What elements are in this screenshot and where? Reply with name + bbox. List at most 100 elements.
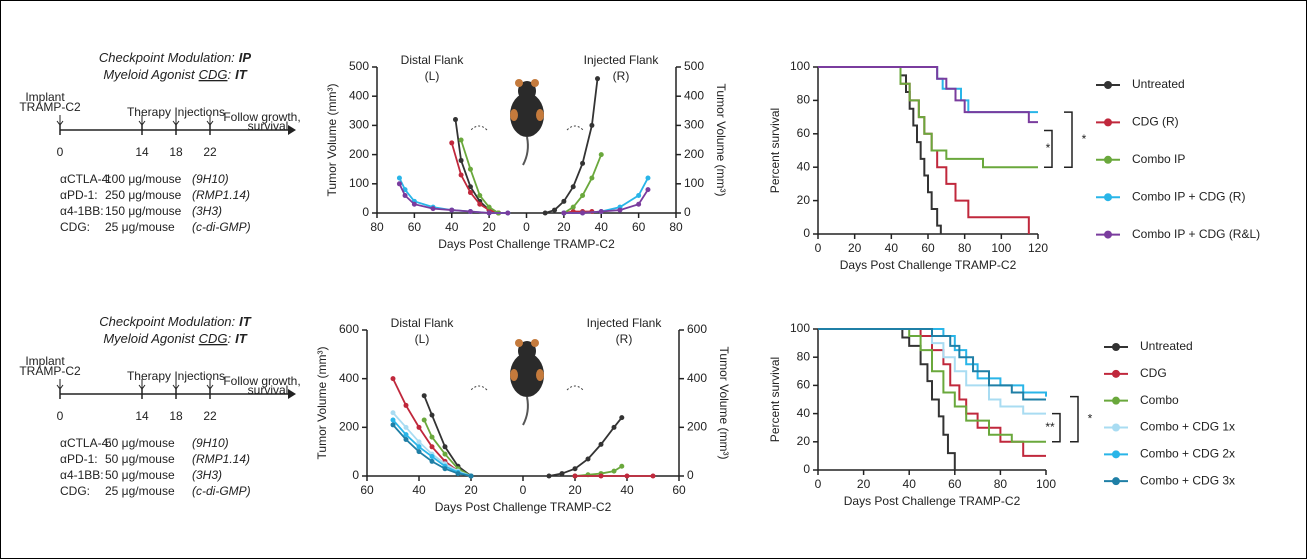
y-tick-label: 100 <box>790 59 810 73</box>
data-point <box>458 137 464 143</box>
injection-arrowhead <box>56 384 64 390</box>
y-axis-label: Percent survival <box>768 108 782 193</box>
y-axis-label: Percent survival <box>768 357 782 442</box>
data-point <box>580 160 586 166</box>
data-point <box>429 444 435 450</box>
agonist-name: CDG <box>199 67 228 82</box>
data-point <box>619 463 625 469</box>
significance-label: * <box>1088 411 1093 425</box>
series-line <box>563 177 649 214</box>
data-point <box>416 444 422 450</box>
data-point <box>467 209 473 215</box>
injection-arrowhead <box>172 120 180 126</box>
dose-clone: (3H3) <box>192 468 222 482</box>
y2-tick-label: 500 <box>684 59 704 73</box>
day-label: 0 <box>57 145 64 159</box>
y-tick-label: 200 <box>339 420 359 434</box>
significance-bracket <box>1070 395 1079 443</box>
injection-arrowhead <box>172 384 180 390</box>
dose-amount: 250 μg/mouse <box>105 188 182 202</box>
series-line <box>563 189 649 214</box>
schematic-subtitle: Myeloid Agonist CDG: IT <box>103 331 247 346</box>
data-point <box>442 466 448 472</box>
data-point <box>390 422 396 428</box>
y2-axis-label: Tumor Volume (mm³) <box>717 347 731 460</box>
data-point <box>598 473 604 479</box>
data-point <box>477 192 483 198</box>
y-tick-label: 60 <box>797 378 811 392</box>
significance-label: * <box>1046 141 1051 155</box>
y2-tick-label: 0 <box>687 468 694 482</box>
legend-marker <box>1104 118 1112 127</box>
data-point <box>598 209 604 215</box>
timeline-arrow <box>288 389 296 399</box>
data-point <box>580 210 586 216</box>
data-point <box>598 152 604 158</box>
dose-clone: (RMP1.14) <box>192 452 250 466</box>
injection-arrowhead <box>138 384 146 390</box>
legend-marker <box>1112 396 1120 405</box>
flank-label: Distal Flank <box>391 316 455 330</box>
survival-curve <box>818 66 1038 124</box>
data-point <box>542 210 548 216</box>
data-point <box>617 207 623 213</box>
mouse-icon <box>470 339 584 426</box>
data-point <box>403 402 409 408</box>
data-point <box>396 175 402 181</box>
y2-tick-label: 600 <box>687 322 707 336</box>
significance-bracket <box>1044 129 1053 168</box>
data-point <box>561 198 567 204</box>
x-tick-label: 80 <box>958 241 972 255</box>
dose-agent: αPD-1: <box>60 188 98 202</box>
legend-marker <box>1112 369 1120 378</box>
day-label: 22 <box>203 409 217 423</box>
legend-label: Combo + CDG 3x <box>1140 473 1235 487</box>
x-axis-label: Days Post Challenge TRAMP-C2 <box>844 494 1021 508</box>
legend-label: Combo IP + CDG (R) <box>1132 189 1245 203</box>
legend-marker <box>1112 423 1120 432</box>
survival-curve <box>818 66 1038 169</box>
data-point <box>645 187 651 193</box>
x-tick-label: 40 <box>445 220 459 234</box>
survival-curve <box>818 328 1046 401</box>
data-point <box>572 473 578 479</box>
y-tick-label: 40 <box>797 159 811 173</box>
dose-agent: α4-1BB: <box>60 468 104 482</box>
data-point <box>486 210 492 216</box>
y-tick-label: 600 <box>339 322 359 336</box>
dose-amount: 50 μg/mouse <box>105 436 175 450</box>
y-axis-label: Tumor Volume (mm³) <box>315 347 329 460</box>
data-point <box>449 140 455 146</box>
data-point <box>429 412 435 418</box>
legend-label: CDG (R) <box>1132 115 1179 129</box>
data-point <box>390 376 396 382</box>
data-point <box>589 175 595 181</box>
data-point <box>477 201 483 207</box>
flank-label: (L) <box>415 332 430 346</box>
x-tick-label: 60 <box>408 220 422 234</box>
modulation-route: IP <box>239 50 252 65</box>
day-label: 22 <box>203 145 217 159</box>
x-tick-label: 20 <box>557 220 571 234</box>
x-tick-label: 60 <box>672 483 686 497</box>
agonist-name: CDG <box>199 331 228 346</box>
data-point <box>559 471 565 477</box>
y-tick-label: 0 <box>803 226 810 240</box>
flank-label: Distal Flank <box>401 53 465 67</box>
injection-arrowhead <box>206 120 214 126</box>
data-point <box>611 468 617 474</box>
y-tick-label: 40 <box>797 406 811 420</box>
dose-clone: (c-di-GMP) <box>192 484 251 498</box>
y-tick-label: 80 <box>797 93 811 107</box>
agonist-suffix: : <box>228 331 232 346</box>
series-line <box>544 78 599 214</box>
x-tick-label: 80 <box>370 220 384 234</box>
y2-tick-label: 200 <box>687 420 707 434</box>
data-point <box>570 204 576 210</box>
x-tick-label: 60 <box>948 477 962 491</box>
data-point <box>421 417 427 423</box>
dose-amount: 50 μg/mouse <box>105 468 175 482</box>
y-tick-label: 0 <box>803 462 810 476</box>
legend-marker <box>1104 193 1112 202</box>
